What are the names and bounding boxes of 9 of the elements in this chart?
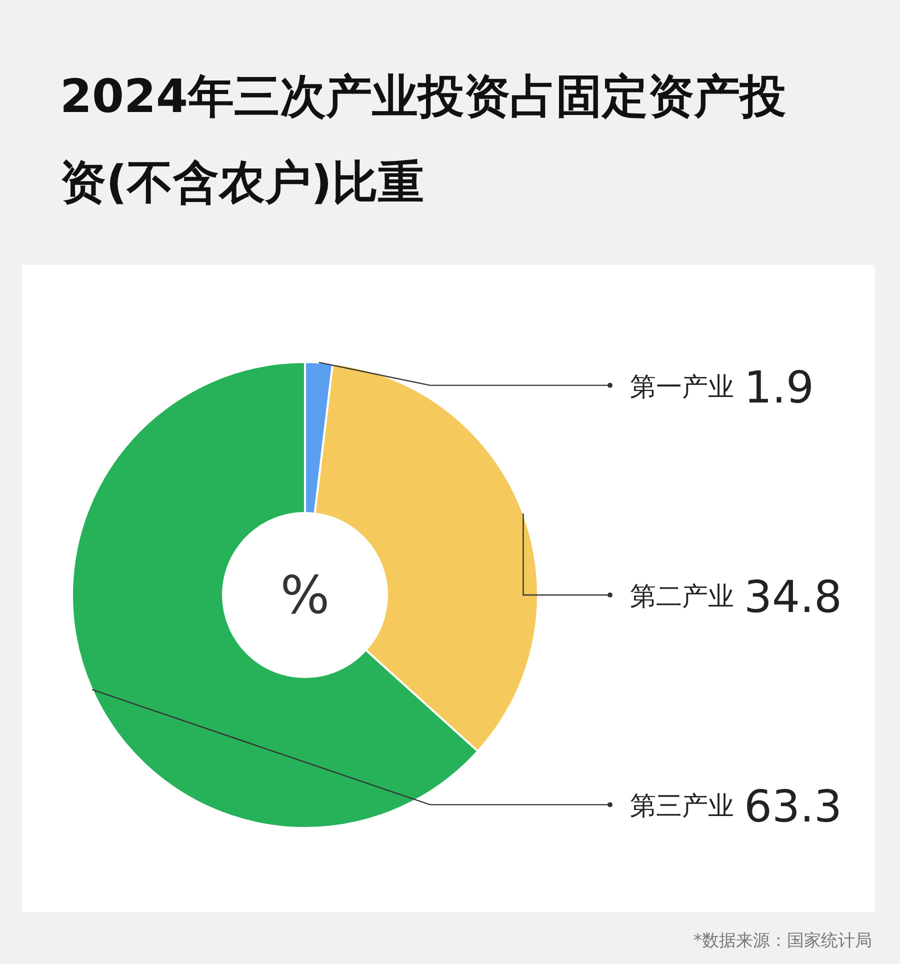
data-label: 63.3: [744, 782, 842, 833]
data-label: 34.8: [744, 572, 842, 623]
data-label: 1.9: [744, 362, 814, 414]
slice-label: 第二产业: [630, 582, 734, 612]
slice-label: 第三产业: [630, 792, 734, 822]
text: *数据来源：国家统计局: [694, 931, 872, 951]
text: %: [280, 566, 330, 626]
title: 2024年三次产业投资占固定资产投资(不含农户)比重: [60, 69, 786, 209]
slice-label: 第一产业: [630, 372, 734, 402]
